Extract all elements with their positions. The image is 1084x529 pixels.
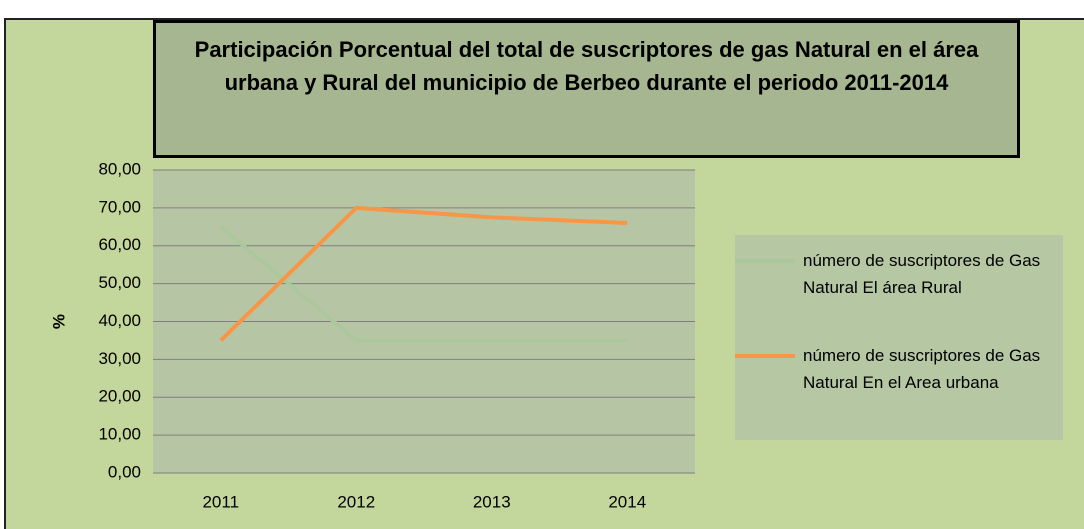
- y-tick-label: 50,00: [98, 273, 141, 292]
- y-tick-label: 0,00: [108, 462, 141, 481]
- x-tick-label: 2013: [473, 492, 511, 511]
- y-tick-label: 40,00: [98, 311, 141, 330]
- x-tick-label: 2012: [337, 492, 375, 511]
- series-line: [219, 225, 628, 343]
- y-tick-label: 10,00: [98, 425, 141, 444]
- y-tick-label: 30,00: [98, 349, 141, 368]
- y-tick-label: 20,00: [98, 387, 141, 406]
- legend-label: número de suscriptores de Gas Natural El…: [803, 251, 1041, 297]
- y-tick-label: 60,00: [98, 235, 141, 254]
- y-tick-label: 80,00: [98, 159, 141, 178]
- y-axis-label: %: [49, 314, 68, 329]
- series-line: [219, 205, 628, 342]
- legend-swatch: [735, 354, 795, 358]
- x-tick-label: 2014: [608, 492, 646, 511]
- legend: número de suscriptores de Gas Natural El…: [735, 235, 1063, 440]
- legend-swatch: [735, 259, 795, 263]
- x-tick-label: 2011: [202, 492, 239, 511]
- legend-label: número de suscriptores de Gas Natural En…: [803, 346, 1041, 392]
- chart-title: Participación Porcentual del total de su…: [153, 20, 1020, 158]
- y-tick-label: 70,00: [98, 197, 141, 216]
